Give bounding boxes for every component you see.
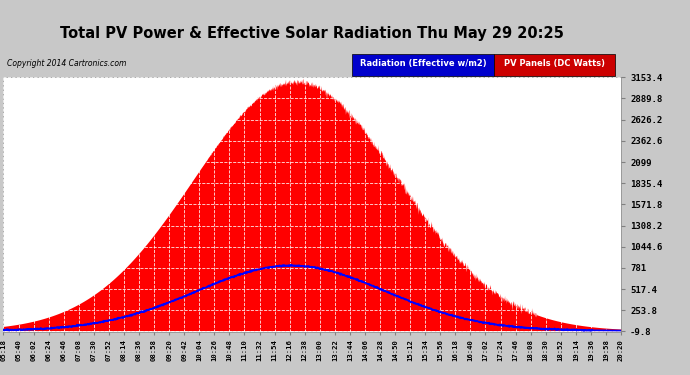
Bar: [495, 54, 615, 76]
Text: Total PV Power & Effective Solar Radiation Thu May 29 20:25: Total PV Power & Effective Solar Radiati…: [60, 26, 564, 41]
Text: Copyright 2014 Cartronics.com: Copyright 2014 Cartronics.com: [6, 59, 126, 68]
Bar: [353, 54, 495, 76]
Text: Radiation (Effective w/m2): Radiation (Effective w/m2): [360, 59, 486, 68]
Text: PV Panels (DC Watts): PV Panels (DC Watts): [504, 59, 605, 68]
